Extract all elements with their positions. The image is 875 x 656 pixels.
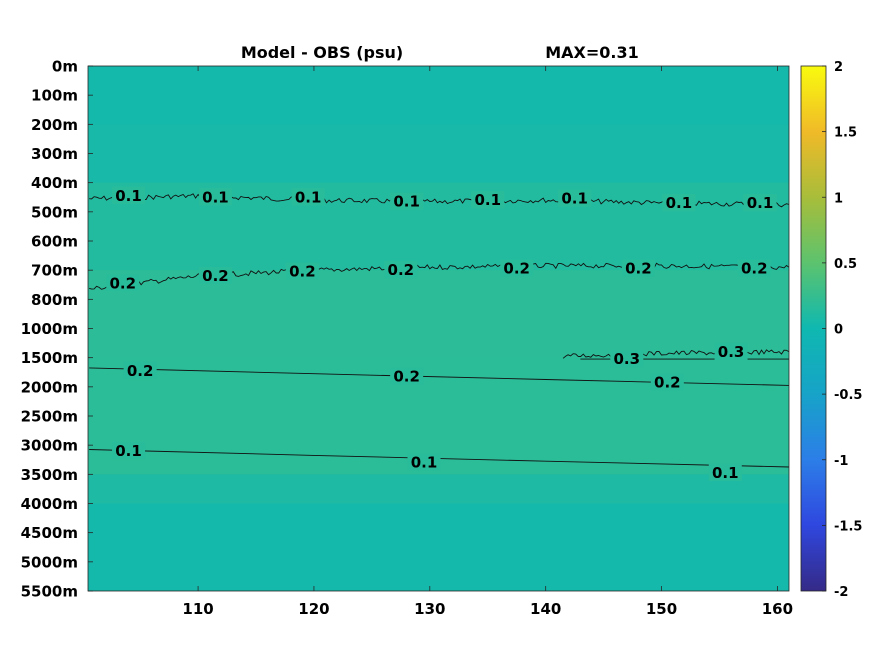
contour-label-bg <box>500 259 534 277</box>
field-band <box>88 503 789 591</box>
contour-label-bg <box>610 350 644 368</box>
y-tick-label: 800m <box>31 291 78 309</box>
x-tick-label: 110 <box>182 600 213 618</box>
contour-label-bg <box>558 189 592 207</box>
contour-label-bg <box>198 267 232 284</box>
y-tick-label: 5000m <box>21 553 78 571</box>
colorbar-tick-label: -0.5 <box>834 388 862 403</box>
contour-label: 0.1 <box>115 442 142 460</box>
contour-label: 0.2 <box>741 260 768 278</box>
colorbar-tick-label: 1.5 <box>834 126 857 141</box>
y-tick-label: 2500m <box>21 408 78 426</box>
plot-area: 0.1 0.1 0.1 0.1 0.1 0.1 0.1 0.1 0.2 0.2 0.2 0.2 0.2 0… <box>87 65 790 592</box>
y-tick-label: 600m <box>31 233 78 251</box>
contour-label-bg <box>390 192 424 210</box>
y-tick-label: 2000m <box>21 378 78 396</box>
y-tick-label: 4500m <box>21 524 78 542</box>
contour-label: 0.1 <box>474 191 501 209</box>
x-tick-label: 130 <box>414 600 445 618</box>
contour-label: 0.2 <box>127 362 154 380</box>
y-tick-label: 5500m <box>21 583 78 601</box>
contour-label: 0.2 <box>503 260 530 278</box>
contour-label: 0.2 <box>625 260 652 278</box>
contour-label: 0.2 <box>109 274 136 292</box>
contour-label-bg <box>621 259 655 277</box>
contour-label-bg <box>650 373 684 391</box>
contour-label: 0.3 <box>613 350 640 368</box>
contour-label-bg <box>123 361 157 379</box>
contour-label-bg <box>384 261 418 279</box>
chart-title: Model - OBS (psu) <box>241 43 403 62</box>
contour-label-bg <box>737 259 771 277</box>
x-tick-label: 120 <box>298 600 329 618</box>
contour-label: 0.1 <box>393 193 420 211</box>
field-band <box>88 66 789 125</box>
y-axis: 0m 100m 200m 300m 400m 500m 600m 700m 800m 1000m 1… <box>21 58 93 601</box>
contour-line <box>562 349 789 359</box>
y-tick-label: 300m <box>31 145 78 163</box>
contour-label: 0.2 <box>654 373 681 391</box>
colorbar-tick-label: -1 <box>834 454 848 469</box>
colorbar: 2 1.5 1 0.5 0 -0.5 -1 -1.5 -2 <box>800 60 862 600</box>
field-bands <box>88 66 789 591</box>
contour-label-bg <box>285 262 319 280</box>
y-tick-label: 700m <box>31 262 78 280</box>
contour-label-bg <box>106 274 140 292</box>
x-tick-label: 150 <box>646 600 677 618</box>
field-band <box>88 474 789 504</box>
colorbar-tick-label: 2 <box>834 60 843 75</box>
contour-label: 0.2 <box>393 368 420 386</box>
field-band <box>88 270 789 359</box>
contour-label-bg <box>471 191 505 209</box>
max-annotation: MAX=0.31 <box>545 43 639 62</box>
y-tick-label: 1500m <box>21 349 78 367</box>
contour-label: 0.1 <box>561 190 588 208</box>
contour-label: 0.1 <box>295 188 322 206</box>
contour-label: 0.2 <box>388 261 415 279</box>
contour-label: 0.1 <box>115 187 142 205</box>
contour-label: 0.1 <box>712 464 739 482</box>
y-tick-label: 0m <box>52 58 78 76</box>
x-axis: 110 120 130 140 150 160 <box>182 66 793 618</box>
contour-label-bg <box>291 188 325 206</box>
contour-label: 0.3 <box>718 343 745 361</box>
contour-label-bg <box>112 442 146 459</box>
y-tick-label: 200m <box>31 116 78 134</box>
x-tick-label: 140 <box>530 600 561 618</box>
contour-label: 0.1 <box>411 454 438 472</box>
colorbar-tick-label: 1 <box>834 191 843 206</box>
colorbar-ticks: 2 1.5 1 0.5 0 -0.5 -1 -1.5 -2 <box>822 60 862 600</box>
colorbar-tick-label: 0 <box>834 323 843 338</box>
contour-label: 0.1 <box>202 188 229 206</box>
contour-label: 0.1 <box>747 194 774 212</box>
y-tick-label: 400m <box>31 174 78 192</box>
contour-label-bg <box>743 194 777 212</box>
colorbar-gradient <box>800 65 827 592</box>
y-tick-label: 100m <box>31 87 78 105</box>
contour-label-bg <box>198 188 232 206</box>
contour-label-bg <box>708 463 742 481</box>
contour-label: 0.2 <box>202 267 229 285</box>
colorbar-tick-label: -1.5 <box>834 519 862 534</box>
contour-label: 0.1 <box>666 194 693 212</box>
colorbar-tick-label: 0.5 <box>834 257 857 272</box>
y-tick-label: 1000m <box>21 320 78 338</box>
y-tick-label: 500m <box>31 203 78 221</box>
x-tick-label: 160 <box>762 600 793 618</box>
contour-label-bg <box>714 342 748 360</box>
contour-labels: 0.1 0.1 0.1 0.1 0.1 0.1 0.1 0.1 0.2 0.2 0.2 0.2 0.2 0… <box>106 186 777 482</box>
field-band <box>88 124 789 184</box>
colorbar-tick-label: -2 <box>834 585 848 600</box>
contour-label-bg <box>662 194 696 212</box>
contour-label-bg <box>407 453 441 471</box>
contour-label-bg <box>390 367 424 385</box>
y-tick-label: 4000m <box>21 495 78 513</box>
y-tick-label: 3000m <box>21 437 78 455</box>
y-tick-label: 3500m <box>21 466 78 484</box>
contour-label: 0.2 <box>289 263 316 281</box>
contour-label-bg <box>112 186 146 204</box>
